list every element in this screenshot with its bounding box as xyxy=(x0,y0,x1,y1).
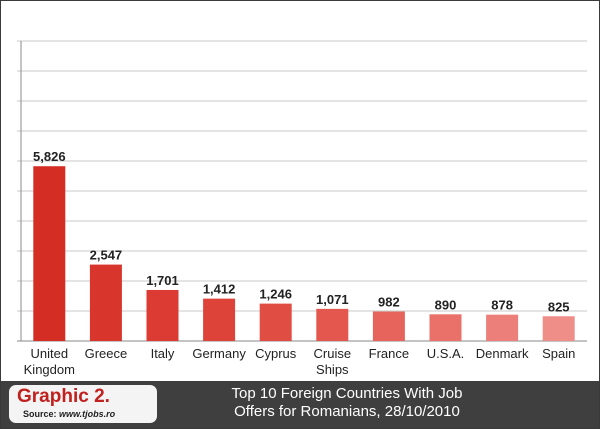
source-credit: Source: www.tjobs.ro xyxy=(23,409,115,419)
data-label: 890 xyxy=(435,297,457,312)
bar xyxy=(259,303,292,341)
tick-label: France xyxy=(369,346,409,361)
bar xyxy=(372,311,405,341)
tick-label: Italy xyxy=(151,346,175,361)
data-label: 1,412 xyxy=(203,282,236,297)
bar xyxy=(203,298,236,341)
bar xyxy=(486,314,519,341)
tick-label: Germany xyxy=(192,346,246,361)
data-label: 825 xyxy=(548,299,570,314)
chart-title: Top 10 Foreign Countries With Job Offers… xyxy=(231,385,463,420)
tick-label: Cyprus xyxy=(255,346,297,361)
tick-label: Greece xyxy=(85,346,128,361)
tick-label: Spain xyxy=(542,346,575,361)
source-prefix: Source: xyxy=(23,409,60,419)
value-labels: 5,826 2,547 1,701 1,412 1,246 1,071 982 890 878 8… xyxy=(33,149,570,314)
bar xyxy=(146,289,179,341)
tick-label: Denmark xyxy=(476,346,529,361)
bar xyxy=(429,314,462,341)
data-label: 2,547 xyxy=(90,248,123,263)
data-label: 982 xyxy=(378,295,400,310)
graphic-number: Graphic 2. xyxy=(17,386,110,407)
data-label: 5,826 xyxy=(33,149,66,164)
bar xyxy=(316,308,349,341)
bar xyxy=(33,166,66,341)
source-site: www.tjobs.ro xyxy=(59,409,116,419)
tick-label: Cruise Ships xyxy=(314,346,352,377)
category-labels: United Kingdom Greece Italy Germany Cyprus Cru… xyxy=(24,346,576,377)
data-label: 1,071 xyxy=(316,292,349,307)
data-label: 1,701 xyxy=(146,273,179,288)
tick-label: United Kingdom xyxy=(24,346,75,377)
bar xyxy=(542,316,575,341)
bars xyxy=(33,166,575,341)
chart-footer: Graphic 2. Source: www.tjobs.ro Top 10 F… xyxy=(1,381,599,428)
data-label: 1,246 xyxy=(259,287,292,302)
bar xyxy=(89,264,122,341)
tick-label: U.S.A. xyxy=(427,346,465,361)
data-label: 878 xyxy=(491,298,513,313)
graphic-badge: Graphic 2. Source: www.tjobs.ro xyxy=(9,385,157,423)
